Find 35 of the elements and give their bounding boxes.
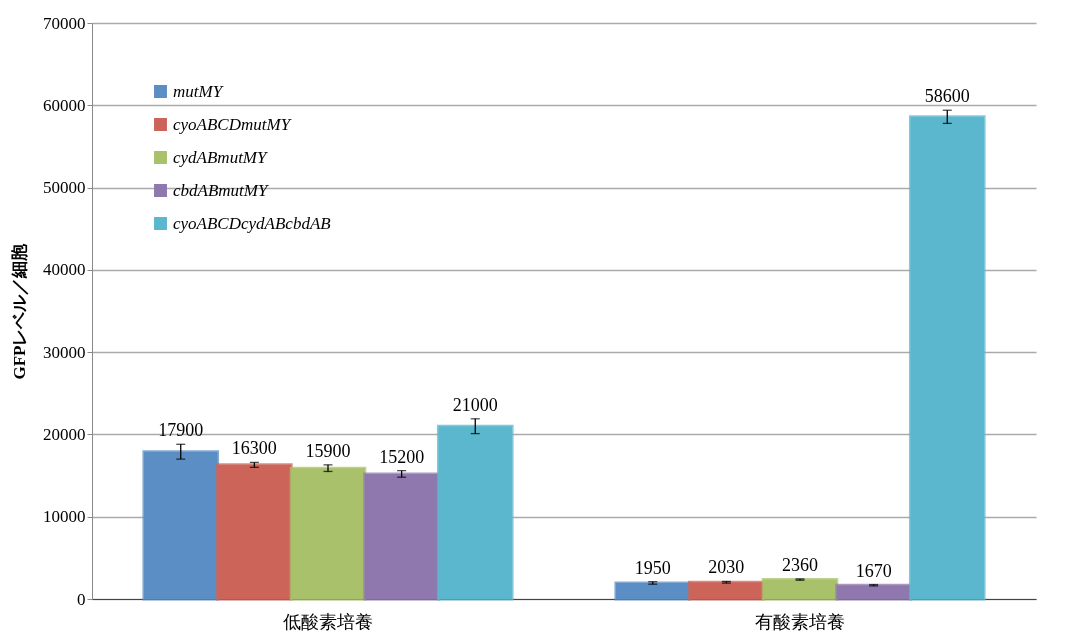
data-label: 21000 xyxy=(452,394,498,415)
x-tick-label: 有酸素培養 xyxy=(755,611,845,632)
data-label: 15200 xyxy=(379,446,425,467)
y-tick-label: 40000 xyxy=(43,260,86,280)
data-label: 1950 xyxy=(634,557,671,578)
y-tick-label: 20000 xyxy=(43,424,86,444)
bar xyxy=(835,583,912,601)
legend-label: cyoABCDmutMY xyxy=(173,114,292,134)
legend-label: mutMY xyxy=(173,81,224,101)
legend-label: cbdABmutMY xyxy=(173,180,269,200)
y-tick-label: 60000 xyxy=(43,95,86,115)
data-label: 16300 xyxy=(231,438,277,459)
bar xyxy=(363,472,440,601)
y-tick-label: 0 xyxy=(77,589,86,609)
bar xyxy=(289,466,367,601)
bar xyxy=(908,115,986,601)
data-label: 1670 xyxy=(855,560,892,581)
bar xyxy=(688,580,765,601)
data-label: 15900 xyxy=(305,440,351,461)
legend-label: cyoABCDcydABcbdAB xyxy=(173,213,332,233)
bar xyxy=(436,424,514,601)
y-axis-title: GFPレベル／細胞 xyxy=(10,242,29,380)
y-tick-label: 70000 xyxy=(43,13,86,33)
x-tick-label: 低酸素培養 xyxy=(283,611,373,632)
y-tick-label: 50000 xyxy=(43,178,86,198)
data-label: 58600 xyxy=(924,86,970,107)
y-tick-label: 10000 xyxy=(43,507,86,527)
legend-label: cydABmutMY xyxy=(173,147,269,167)
y-tick-label: 30000 xyxy=(43,342,86,362)
data-label: 17900 xyxy=(158,420,204,441)
data-label: 2030 xyxy=(708,557,745,578)
bar xyxy=(216,463,293,601)
data-label: 2360 xyxy=(782,554,818,575)
bar xyxy=(142,450,220,601)
bar xyxy=(761,578,839,601)
